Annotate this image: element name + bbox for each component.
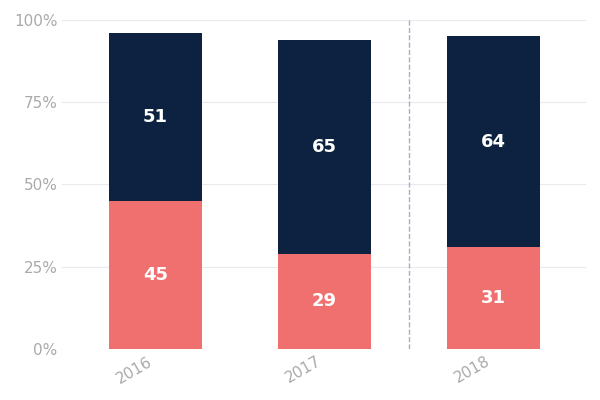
Text: 29: 29	[311, 292, 337, 310]
Text: 51: 51	[143, 108, 167, 126]
Bar	[446, 36, 539, 247]
Text: 64: 64	[481, 133, 506, 151]
Bar	[278, 254, 371, 349]
Text: 31: 31	[481, 289, 506, 307]
Bar	[278, 40, 371, 254]
Bar	[446, 247, 539, 349]
Bar	[109, 33, 202, 201]
Bar	[109, 201, 202, 349]
Text: 65: 65	[311, 138, 337, 156]
Text: 45: 45	[143, 266, 167, 284]
